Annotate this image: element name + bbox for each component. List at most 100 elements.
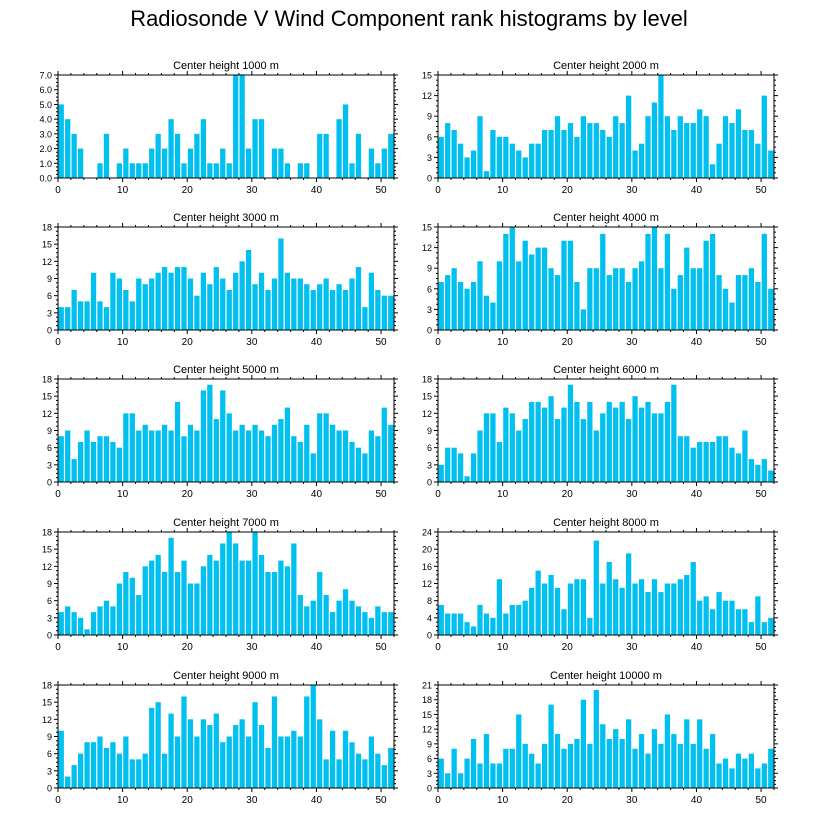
x-tick-label: 50 [756, 795, 768, 806]
histogram-bar [168, 272, 174, 330]
y-tick-label: 6 [427, 284, 432, 294]
histogram-bar [233, 75, 239, 178]
histogram-bar [136, 759, 142, 788]
histogram-bar [477, 261, 483, 330]
histogram-bar [161, 753, 168, 788]
histogram-bar [496, 763, 503, 788]
histogram-bar [664, 714, 671, 788]
histogram-bar [722, 758, 729, 788]
histogram-bar [645, 233, 651, 330]
histogram-bar [123, 572, 129, 635]
histogram-bar [580, 579, 587, 635]
y-tick-label: 9 [427, 426, 432, 436]
histogram-bar [155, 554, 161, 635]
y-tick-label: 3 [47, 766, 52, 776]
histogram-bar [168, 713, 174, 788]
histogram-bar [684, 123, 690, 178]
histogram-bar [187, 148, 194, 178]
histogram-bar [323, 133, 329, 178]
histogram-bar [535, 570, 541, 635]
x-tick-label: 40 [311, 337, 323, 348]
histogram-bar [355, 133, 362, 178]
histogram-bar [136, 278, 142, 330]
histogram-bar [297, 163, 303, 178]
histogram-panel: Center height 2000 m 0 3 6 9 12 15 0 10 20 30 40 50 [422, 60, 778, 196]
histogram-bar [155, 702, 161, 788]
histogram-bar [155, 430, 161, 482]
histogram-bar [375, 436, 381, 482]
histogram-bar [600, 233, 606, 330]
histogram-bar [213, 419, 219, 482]
histogram-bar [297, 736, 303, 788]
histogram-bar [342, 289, 349, 330]
histogram-bar [451, 613, 457, 635]
histogram-bar [149, 278, 155, 330]
histogram-bar [697, 109, 703, 178]
histogram-bar [233, 725, 239, 788]
histogram-bar [239, 560, 245, 635]
histogram-bar [258, 272, 265, 330]
histogram-bar [722, 116, 729, 178]
x-tick-label: 40 [311, 642, 323, 653]
histogram-bar [632, 583, 638, 635]
histogram-bar [516, 714, 522, 788]
histogram-bar [522, 419, 528, 482]
histogram-bar [470, 626, 477, 635]
histogram-bar [509, 748, 515, 788]
histogram-bar [116, 447, 123, 482]
histogram-bar [554, 275, 561, 330]
histogram-bar [703, 441, 709, 482]
histogram-bar [200, 566, 207, 635]
x-tick-label: 0 [55, 795, 61, 806]
histogram-bar [625, 95, 632, 178]
x-tick-label: 50 [376, 489, 388, 500]
x-tick-label: 20 [182, 185, 194, 196]
histogram-bar [284, 407, 291, 482]
histogram-bar [703, 596, 709, 635]
histogram-bar [587, 123, 593, 178]
histogram-bar [207, 163, 213, 178]
y-tick-label: 16 [422, 562, 432, 572]
histogram-bar [529, 587, 535, 635]
histogram-bar [310, 289, 316, 330]
histogram-bar [567, 583, 574, 635]
histogram-bar [690, 123, 696, 178]
histogram-bar [77, 441, 84, 482]
histogram-bar [768, 617, 774, 635]
histogram-bar [168, 119, 174, 178]
histogram-bar [541, 129, 548, 178]
page-title: Radiosonde V Wind Component rank histogr… [130, 6, 688, 31]
histogram-bar [516, 604, 522, 635]
y-tick-label: 6 [47, 291, 52, 301]
histogram-bar [451, 129, 457, 178]
histogram-bar [574, 738, 580, 788]
y-tick-label: 6 [427, 443, 432, 453]
histogram-bar [535, 247, 541, 330]
histogram-bar [606, 738, 612, 788]
histogram-bar [381, 148, 387, 178]
histogram-bar [677, 275, 683, 330]
histogram-bar [90, 612, 97, 635]
y-tick-label: 9 [427, 112, 432, 122]
histogram-bar [278, 419, 284, 482]
y-tick-label: 3 [427, 305, 432, 315]
y-tick-label: 9 [47, 579, 52, 589]
histogram-bar [606, 562, 612, 635]
histogram-bar [761, 459, 767, 482]
histogram-bar [684, 436, 690, 482]
histogram-bar [593, 268, 599, 330]
y-tick-label: 15 [42, 545, 52, 555]
histogram-bar [716, 763, 722, 788]
histogram-bar [155, 272, 161, 330]
histogram-bar [554, 587, 561, 635]
x-tick-label: 40 [311, 795, 323, 806]
x-tick-label: 40 [691, 337, 703, 348]
histogram-bar [548, 704, 554, 788]
histogram-bar [464, 622, 470, 635]
histogram-bar [200, 272, 207, 330]
histogram-bar [477, 116, 483, 178]
histogram-bar [580, 309, 587, 330]
histogram-bar [388, 424, 394, 482]
histogram-bar [716, 436, 722, 482]
histogram-bar [477, 430, 483, 482]
